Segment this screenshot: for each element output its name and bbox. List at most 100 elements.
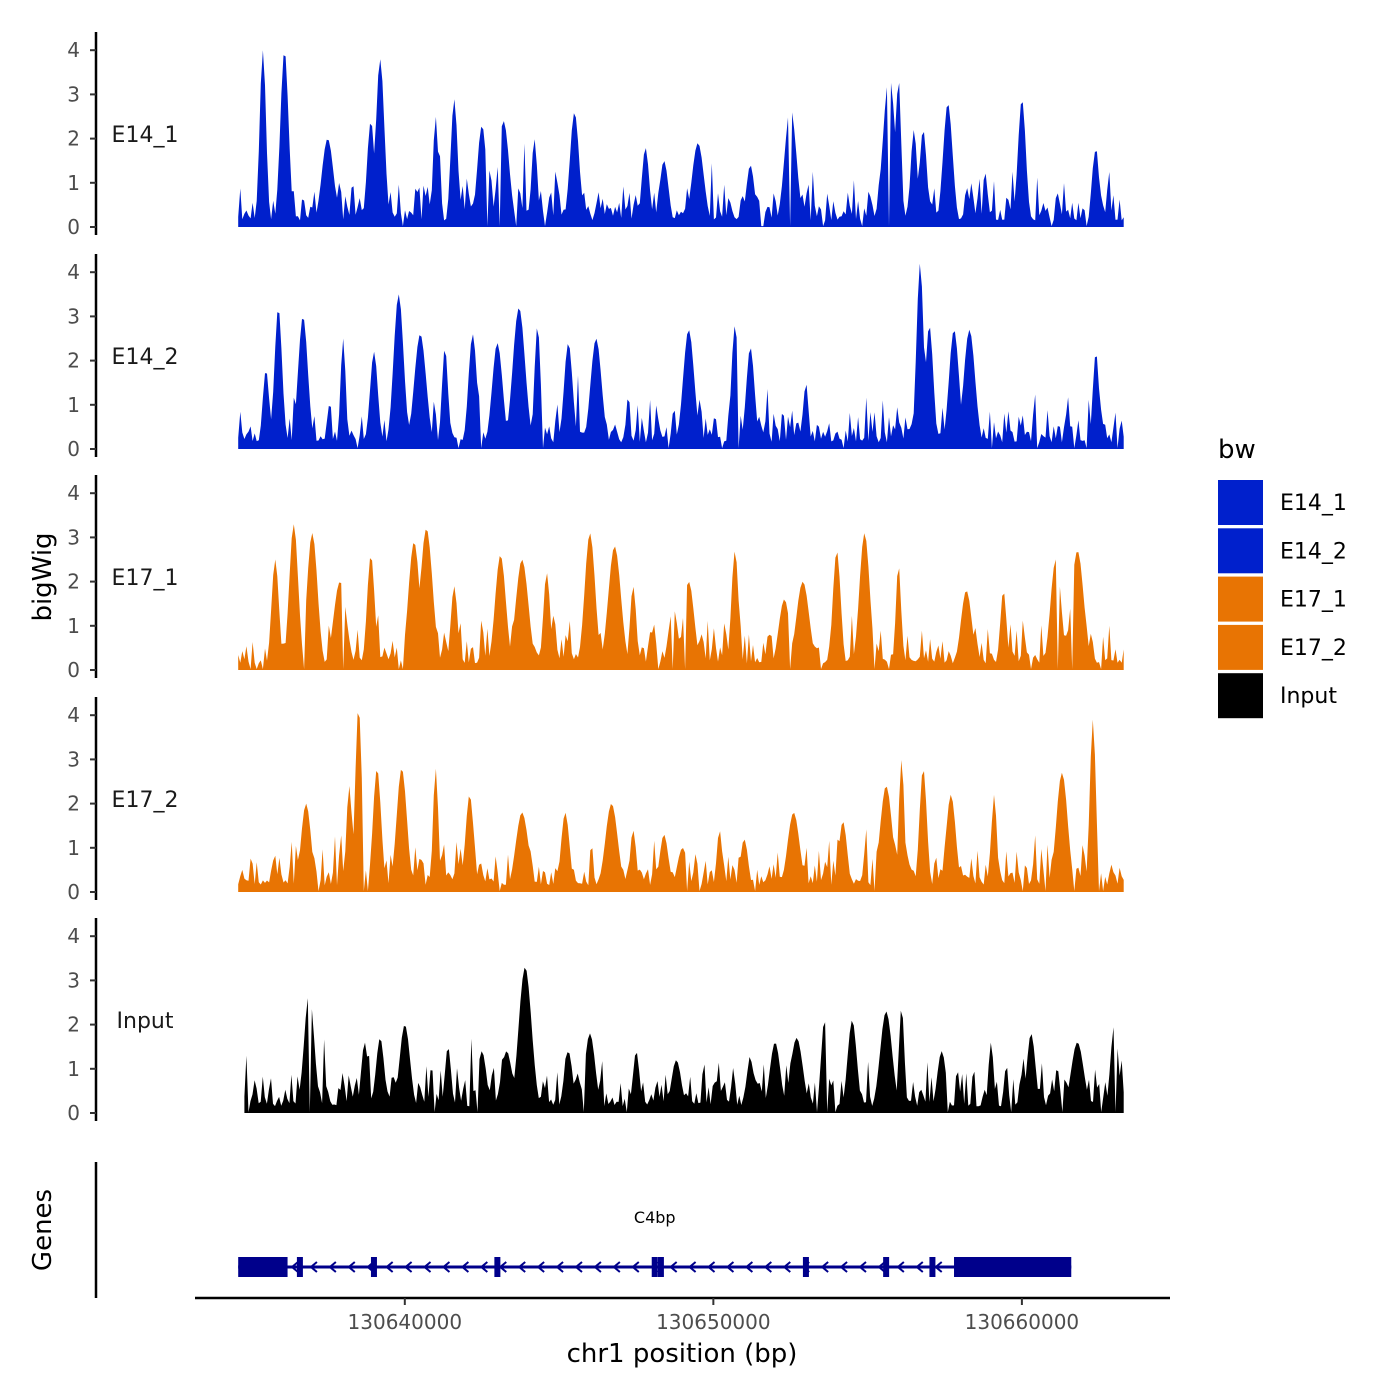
gene-name-label: C4bp — [634, 1208, 676, 1227]
gene-strand-arrow — [688, 1261, 697, 1273]
y-tick-label: 4 — [67, 481, 80, 505]
legend-swatch — [1218, 480, 1263, 525]
y-tick-label: 2 — [67, 570, 80, 594]
track-label: E17_2 — [112, 788, 179, 813]
track-label: E14_1 — [112, 123, 179, 148]
legend-label: E17_2 — [1280, 636, 1347, 661]
gene-strand-arrow — [593, 1261, 602, 1273]
y-tick-label: 3 — [67, 304, 80, 328]
y-tick-label: 0 — [67, 1101, 80, 1125]
y-tick-label: 1 — [67, 171, 80, 195]
track-e14-1: 0 1 2 3 4 E14_1 — [67, 32, 1124, 239]
x-axis-title: chr1 position (bp) — [567, 1339, 798, 1369]
y-tick-label: 4 — [67, 703, 80, 727]
gene-strand-arrow — [574, 1261, 583, 1273]
legend-swatch — [1218, 624, 1263, 670]
track-input: 0 1 2 3 4 Input — [67, 918, 1124, 1125]
signal-area-e14-2 — [238, 263, 1124, 449]
y-tick-label: 0 — [67, 658, 80, 682]
gene-exon — [296, 1257, 303, 1277]
signal-area-e17-1 — [238, 524, 1124, 670]
genes-axis-title: Genes — [28, 1189, 58, 1271]
gene-strand-arrow — [877, 1261, 886, 1273]
y-tick-label: 2 — [67, 349, 80, 373]
gene-strand-arrow — [309, 1261, 318, 1273]
gene-strand-arrow — [763, 1261, 772, 1273]
signal-area-input — [244, 967, 1124, 1113]
track-label: Input — [117, 1009, 174, 1034]
y-tick-label: 0 — [67, 215, 80, 239]
y-tick-label: 1 — [67, 1057, 80, 1081]
y-tick-label: 0 — [67, 880, 80, 904]
y-tick-label: 3 — [67, 968, 80, 992]
gene-exon — [883, 1257, 890, 1277]
track-e17-2: 0 1 2 3 4 E17_2 — [67, 697, 1124, 904]
gene-strand-arrow — [612, 1261, 621, 1273]
y-tick-label: 4 — [67, 260, 80, 284]
gene-strand-arrow — [517, 1261, 526, 1273]
bigwig-tracks: 0 1 2 3 4 E14_1 0 1 2 3 4 E14_2 0 1 2 3 4 E17_1 0 1 2 3 4 E17_2… — [67, 32, 1124, 1125]
gene-strand-arrow — [460, 1261, 470, 1273]
gene-strand-arrow — [782, 1261, 791, 1273]
legend-swatch — [1218, 673, 1263, 719]
gene-utr-block — [954, 1257, 1072, 1277]
y-tick-label: 1 — [67, 614, 80, 638]
y-tick-label: 1 — [67, 393, 80, 417]
gene-strand-arrow — [725, 1261, 735, 1273]
track-label: E14_2 — [112, 345, 179, 370]
gene-strand-arrow — [347, 1261, 356, 1273]
gene-strand-arrow — [915, 1261, 924, 1273]
gene-strand-arrow — [669, 1261, 678, 1273]
y-tick-label: 3 — [67, 747, 80, 771]
legend-label: E14_2 — [1280, 539, 1347, 564]
gene-utr-block — [238, 1257, 288, 1277]
y-tick-label: 3 — [67, 525, 80, 549]
gene-exon — [651, 1257, 658, 1277]
track-e17-1: 0 1 2 3 4 E17_1 — [67, 475, 1124, 682]
gene-strand-arrow — [290, 1261, 299, 1273]
gene-strand-arrow — [858, 1261, 867, 1273]
legend-swatch — [1218, 576, 1263, 622]
gene-exon — [802, 1257, 809, 1277]
gene-strand-arrow — [934, 1261, 943, 1273]
gene-strand-arrow — [744, 1261, 754, 1273]
gene-strand-arrow — [820, 1261, 829, 1273]
legend-label: E14_1 — [1280, 491, 1347, 516]
y-tick-label: 3 — [67, 82, 80, 106]
y-tick-label: 4 — [67, 38, 80, 62]
signal-area-e17-2 — [238, 713, 1124, 892]
gene-exon — [657, 1257, 664, 1277]
gene-exon — [929, 1257, 936, 1277]
x-tick-label: 130640000 — [348, 1310, 463, 1334]
legend: bw E14_1 E14_2 E17_1 E17_2 Input — [1218, 435, 1347, 719]
y-axis-title: bigWig — [28, 532, 58, 621]
gene-strand-arrow — [404, 1261, 413, 1273]
gene-strand-arrow — [555, 1261, 564, 1273]
x-axis-ticks: 130640000 130650000 130660000 — [348, 1298, 1080, 1334]
gene-strand-arrow — [441, 1261, 451, 1273]
legend-label: E17_1 — [1280, 588, 1347, 613]
gene-strand-arrow — [385, 1261, 394, 1273]
gene-strand-arrow — [839, 1261, 848, 1273]
y-tick-label: 2 — [67, 792, 80, 816]
track-e14-2: 0 1 2 3 4 E14_2 — [67, 254, 1124, 461]
legend-label: Input — [1280, 684, 1337, 709]
gene-strand-arrow — [631, 1261, 640, 1273]
x-tick-label: 130650000 — [656, 1310, 771, 1334]
gene-exon — [494, 1257, 501, 1277]
gene-track: C4bp — [238, 1208, 1072, 1277]
signal-area-e14-1 — [238, 50, 1124, 228]
y-tick-label: 1 — [67, 836, 80, 860]
y-tick-label: 0 — [67, 437, 80, 461]
legend-swatch — [1218, 528, 1263, 574]
legend-title: bw — [1218, 435, 1256, 465]
gene-strand-arrow — [422, 1261, 432, 1273]
track-label: E17_1 — [112, 566, 179, 591]
x-tick-label: 130660000 — [965, 1310, 1080, 1334]
gene-exon — [370, 1257, 377, 1277]
y-tick-label: 4 — [67, 924, 80, 948]
gene-strand-arrow — [328, 1261, 337, 1273]
y-tick-label: 2 — [67, 1013, 80, 1037]
gene-strand-arrow — [896, 1261, 905, 1273]
